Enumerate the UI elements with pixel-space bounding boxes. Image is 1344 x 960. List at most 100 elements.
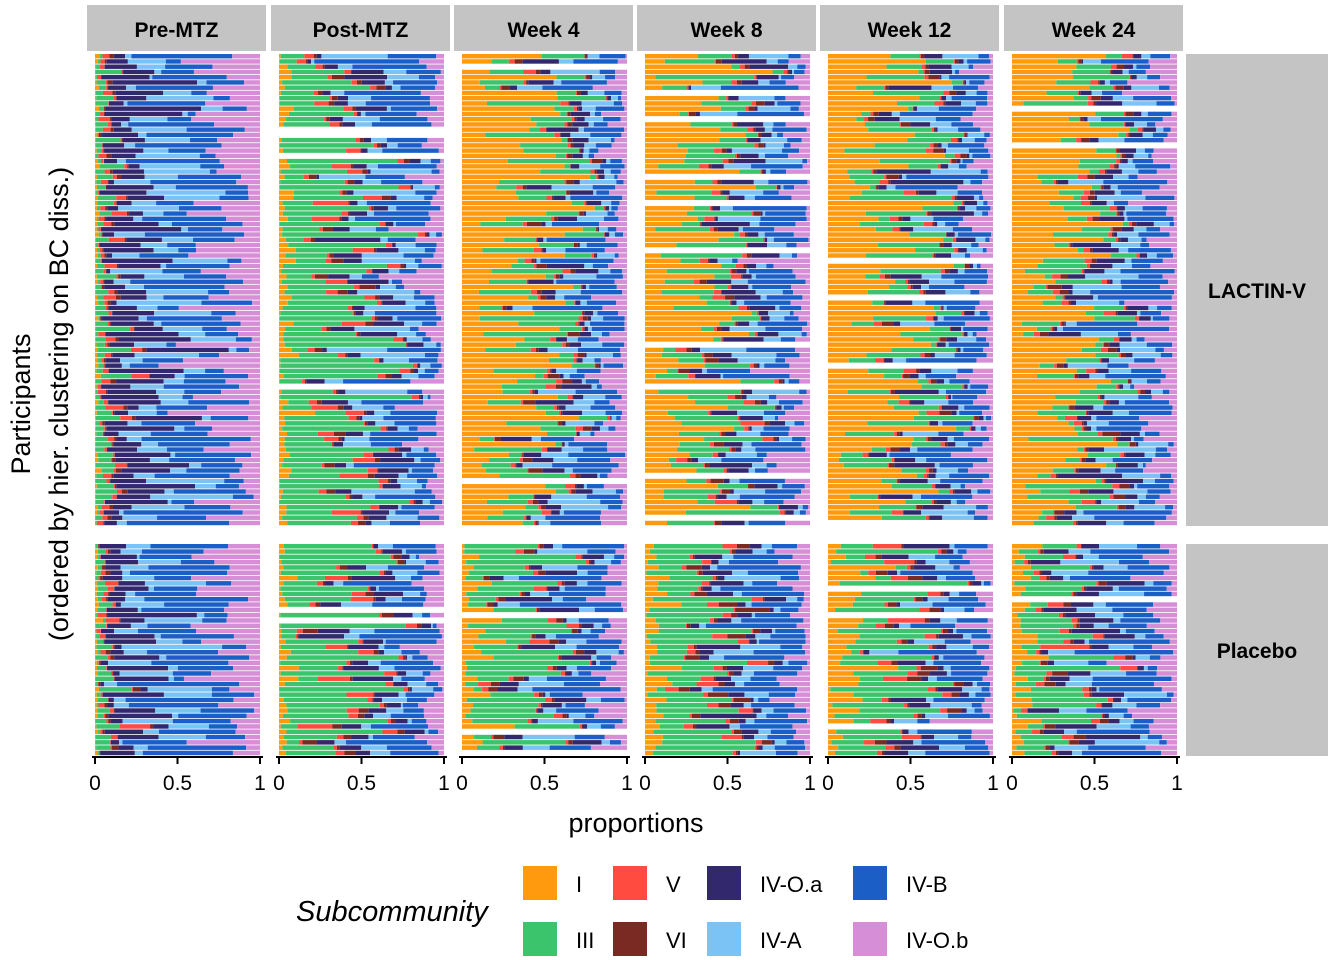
bar-segment xyxy=(502,510,542,515)
bar-segment xyxy=(1160,352,1173,358)
bar-segment xyxy=(341,436,345,442)
bar-segment xyxy=(890,274,922,279)
bar-segment xyxy=(248,373,260,379)
bar-segment xyxy=(206,90,260,96)
bar-segment xyxy=(1122,221,1129,227)
bar-segment xyxy=(599,426,609,431)
bar-segment xyxy=(479,80,524,85)
bar-segment xyxy=(700,347,747,353)
bar-segment xyxy=(594,206,604,211)
bar-segment xyxy=(291,347,308,353)
bar-segment xyxy=(963,431,993,437)
bar-segment xyxy=(287,64,316,69)
bar-segment xyxy=(571,671,579,676)
bar-segment xyxy=(104,59,107,64)
bar-segment xyxy=(100,570,106,575)
bar-segment xyxy=(102,232,115,237)
bar-segment xyxy=(704,358,706,363)
bar-segment xyxy=(364,305,416,311)
bar-segment xyxy=(343,442,371,447)
bar-segment xyxy=(279,368,400,374)
bar-segment xyxy=(95,410,97,416)
bar-segment xyxy=(201,639,260,644)
bar-segment xyxy=(1099,80,1105,85)
bar-segment xyxy=(462,122,537,127)
bar-segment xyxy=(108,400,161,405)
bar-segment xyxy=(339,216,342,222)
bar-segment xyxy=(293,106,344,111)
bar-segment xyxy=(1130,74,1132,80)
bar-segment xyxy=(282,713,349,719)
bar-segment xyxy=(350,520,359,526)
bar-segment xyxy=(387,237,416,242)
bar-segment xyxy=(349,274,362,279)
bar-segment xyxy=(101,468,114,473)
bar-segment xyxy=(1074,426,1082,431)
bar-segment xyxy=(581,101,614,106)
bar-segment xyxy=(1144,148,1154,153)
bar-segment xyxy=(967,442,983,447)
bar-segment xyxy=(1100,347,1108,353)
bar-segment xyxy=(436,639,444,644)
bar-segment xyxy=(306,59,308,64)
bar-segment xyxy=(1057,179,1069,185)
bar-segment xyxy=(96,612,98,618)
bar-segment xyxy=(1113,232,1117,237)
bar-segment xyxy=(112,253,140,258)
bar-segment xyxy=(577,216,604,222)
bar-segment xyxy=(522,185,527,190)
bar-segment xyxy=(99,544,127,549)
bar-segment xyxy=(307,59,312,64)
bar-segment xyxy=(183,368,206,374)
bar-segment xyxy=(170,452,176,458)
bar-segment xyxy=(592,660,597,666)
bar-segment xyxy=(357,111,361,117)
bar-segment xyxy=(661,290,714,295)
bar-segment xyxy=(279,300,288,305)
bar-segment xyxy=(717,258,733,263)
bar-segment xyxy=(564,179,567,185)
bar-segment xyxy=(1074,373,1079,379)
bar-segment xyxy=(729,478,740,484)
bar-segment xyxy=(517,85,543,90)
bar-segment xyxy=(110,708,114,713)
bar-segment xyxy=(103,111,105,117)
bar-segment xyxy=(902,510,904,515)
bar-segment xyxy=(566,331,568,337)
bar-segment xyxy=(624,316,627,321)
bar-segment xyxy=(97,248,100,253)
bar-segment xyxy=(928,473,936,478)
bar-segment xyxy=(424,368,439,374)
bar-segment xyxy=(528,676,547,681)
bar-segment xyxy=(322,90,331,96)
bar-segment xyxy=(154,634,161,639)
bar-segment xyxy=(390,106,438,111)
bar-segment xyxy=(722,337,724,342)
bar-segment xyxy=(958,248,967,253)
bar-segment xyxy=(149,373,150,379)
bar-segment xyxy=(797,253,810,258)
bar-segment xyxy=(543,237,547,242)
bar-segment xyxy=(617,174,627,180)
bar-segment xyxy=(728,284,731,290)
bar-segment xyxy=(945,101,962,106)
bar-segment xyxy=(828,274,866,279)
bar-segment xyxy=(420,520,444,526)
bar-segment xyxy=(436,421,444,426)
bar-segment xyxy=(106,665,107,671)
bar-segment xyxy=(440,342,444,347)
bar-segment xyxy=(884,358,893,363)
bar-segment xyxy=(752,463,767,468)
bar-segment xyxy=(575,321,579,326)
bar-segment xyxy=(711,190,721,195)
bar-segment xyxy=(573,59,618,64)
bar-segment xyxy=(888,179,891,185)
bar-segment xyxy=(805,279,810,284)
bar-segment xyxy=(754,74,757,80)
bar-segment xyxy=(1153,221,1170,227)
bar-segment xyxy=(251,337,260,342)
bar-segment xyxy=(317,628,350,634)
bar-segment xyxy=(1129,74,1131,80)
bar-segment xyxy=(279,687,404,692)
bar-segment xyxy=(581,284,583,290)
